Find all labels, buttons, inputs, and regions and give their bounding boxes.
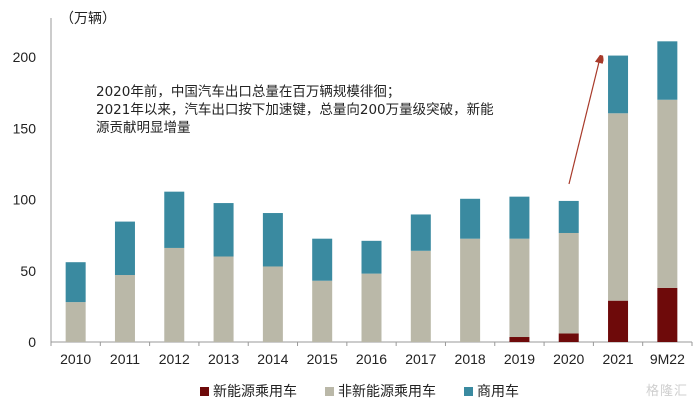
x-tick-label: 2020 [553,351,584,367]
x-tick-label: 2019 [504,351,535,367]
bar-segment [65,302,86,342]
bar-segment [312,280,333,342]
x-tick-label: 2011 [110,351,140,367]
bar-segment [114,275,135,342]
bar-segment [65,262,86,303]
legend-label: 新能源乘用车 [213,384,297,400]
bar-segment [509,238,530,338]
bar-segment [460,198,481,239]
bar-segment [558,232,579,334]
axes: 0 50 100 150 200 2010 2011 2012 2013 2014 2015 2016… [13,18,693,367]
bar-segment [262,213,283,267]
x-tick-label: 2010 [60,351,91,367]
bars [65,41,678,342]
x-tick-label: 2021 [602,351,633,367]
y-tick-label: 200 [13,49,37,65]
growth-arrow [568,58,600,185]
bar-segment [608,113,629,301]
bar-segment [509,196,530,239]
y-tick-label: 100 [13,192,37,208]
bar-segment [361,240,382,274]
legend-label: 非新能源乘用车 [338,384,436,400]
bar-segment [164,191,185,248]
bar-segment [213,256,234,342]
legend-swatch-non-nev [325,386,334,396]
y-tick-label: 50 [20,263,36,279]
bar-segment [558,200,579,233]
bar-segment [114,221,135,276]
legend-item-non-nev-passenger: 非新能源乘用车 [325,381,436,401]
bar-segment [460,238,481,342]
bar-segment [657,99,678,288]
bar-segment [657,41,678,100]
legend-swatch-nev [200,386,209,396]
arrow-line [568,58,600,185]
legend-item-commercial: 商用车 [464,381,519,401]
y-tick-label: 0 [28,334,36,350]
bar-segment [558,333,579,342]
x-tick-label: 2016 [356,351,387,367]
x-tick-label: 9M22 [650,351,685,367]
bar-segment [164,247,185,342]
legend-label: 商用车 [477,384,519,400]
legend: 新能源乘用车 非新能源乘用车 商用车 [200,381,519,401]
bar-segment [608,300,629,342]
y-axis-unit-label: （万辆） [60,11,116,27]
x-tick-label: 2015 [307,351,338,367]
bar-segment [410,214,431,251]
watermark-logo: 格隆汇 [645,384,688,399]
bar-segment [213,203,234,257]
x-tick-label: 2017 [405,351,436,367]
annotation-text: 2020年前，中国汽车出口总量在百万辆规模徘徊； 2021年以来，汽车出口按下加… [96,84,494,136]
bar-segment [361,273,382,342]
x-tick-label: 2012 [159,351,190,367]
bar-segment [509,337,530,342]
y-tick-label: 150 [13,120,37,136]
bar-segment [608,55,629,114]
legend-item-nev-passenger: 新能源乘用车 [200,381,297,401]
bar-segment [657,287,678,342]
bar-segment [262,266,283,342]
x-tick-label: 2018 [455,351,486,367]
bar-segment [312,238,333,281]
x-tick-label: 2014 [257,351,288,367]
x-tick-label: 2013 [208,351,239,367]
legend-swatch-commercial [464,386,473,396]
bar-segment [410,250,431,342]
